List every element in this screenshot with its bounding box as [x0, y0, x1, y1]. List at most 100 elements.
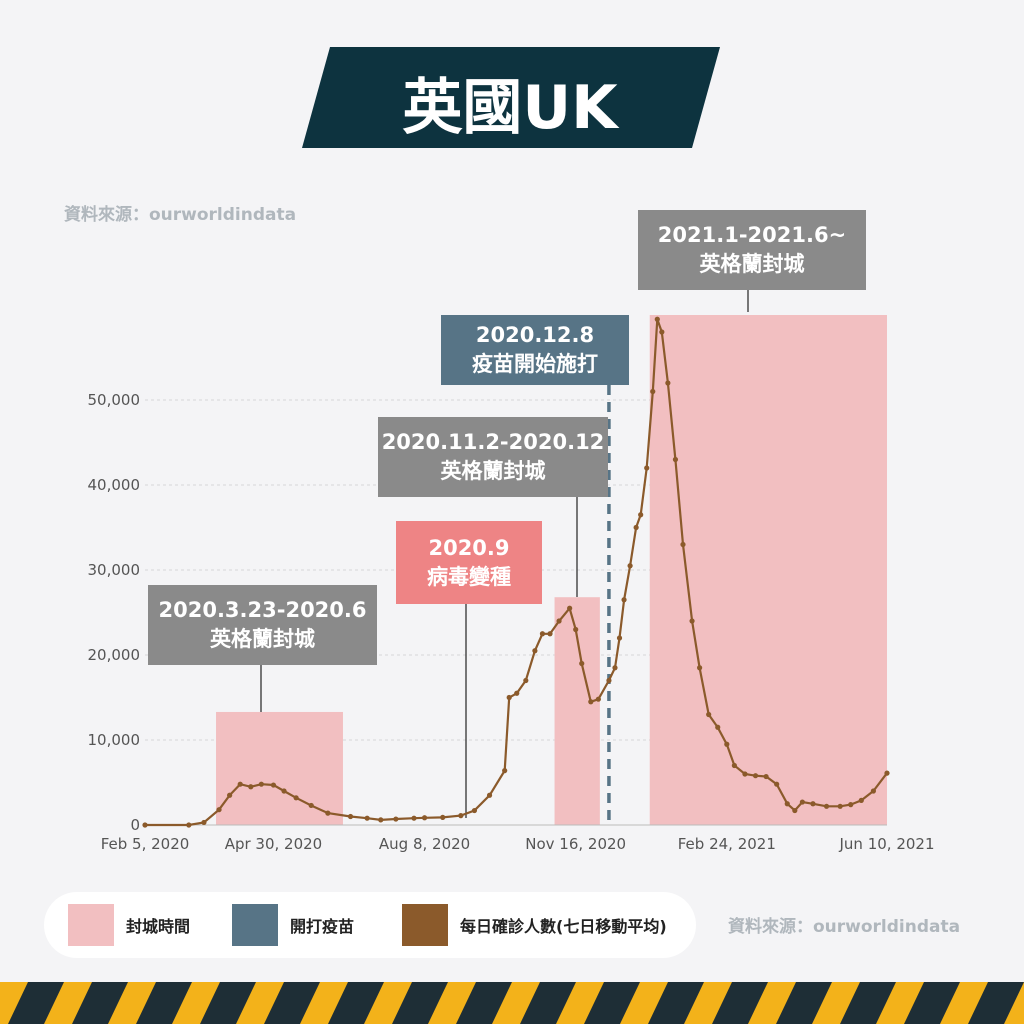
data-point: [588, 699, 594, 705]
data-point: [514, 690, 520, 696]
data-point: [440, 814, 446, 820]
cases-chart: 0 10,000 20,000 30,000 40,000 50,000 Feb 5, 20…: [88, 290, 935, 853]
callout-variant-line2: 病毒變種: [427, 564, 511, 589]
y-tick-label: 30,000: [88, 561, 141, 579]
data-point: [784, 801, 790, 807]
data-point: [606, 677, 612, 684]
y-tick-label: 0: [130, 816, 140, 834]
data-point: [347, 813, 354, 820]
data-point: [715, 724, 721, 730]
data-point: [579, 660, 585, 667]
data-point: [567, 605, 573, 611]
data-point: [616, 635, 623, 641]
data-point: [823, 803, 830, 809]
data-point: [237, 781, 243, 787]
data-point: [393, 816, 399, 822]
data-point: [411, 815, 417, 821]
callout-lockdown-2: 2020.11.2-2020.12 英格蘭封城: [378, 417, 608, 497]
data-point: [774, 781, 780, 787]
data-point: [665, 380, 671, 386]
page-title: 英國UK: [402, 72, 618, 143]
x-tick-label: Feb 24, 2021: [678, 835, 776, 853]
data-point: [792, 807, 798, 814]
callout-lockdown-1: 2020.3.23-2020.6 英格蘭封城: [148, 585, 377, 665]
callout-lockdown-1-line1: 2020.3.23-2020.6: [158, 598, 367, 622]
callout-variant: 2020.9 病毒變種: [396, 521, 542, 604]
y-tick-label: 50,000: [88, 391, 141, 409]
data-point: [650, 388, 656, 395]
data-point: [752, 773, 759, 779]
callout-lockdown-2-line2: 英格蘭封城: [440, 459, 546, 483]
data-point: [638, 512, 644, 518]
data-point: [532, 648, 538, 654]
data-point: [186, 822, 192, 828]
data-point: [556, 618, 562, 624]
data-point: [471, 807, 478, 814]
callout-lockdown-3-line1: 2021.1-2021.6~: [657, 223, 847, 247]
y-tick-label: 10,000: [88, 731, 141, 749]
legend-item-lockdown: 封城時間: [68, 904, 190, 946]
legend-label-vaccine: 開打疫苗: [290, 917, 355, 936]
data-point: [248, 784, 254, 790]
data-point: [378, 817, 384, 823]
data-point: [848, 802, 854, 808]
data-point: [539, 631, 546, 637]
data-point: [810, 801, 816, 807]
data-point: [364, 815, 370, 821]
data-point: [523, 677, 529, 684]
data-point: [884, 770, 890, 776]
x-tick-label: Apr 30, 2020: [225, 835, 323, 853]
data-point: [547, 631, 553, 637]
callout-lockdown-3: 2021.1-2021.6~ 英格蘭封城: [638, 210, 866, 290]
brown-square-icon: [402, 904, 448, 946]
data-point: [258, 781, 264, 787]
y-tick-label: 40,000: [88, 476, 141, 494]
data-point: [633, 524, 639, 531]
data-point: [621, 597, 627, 603]
data-point: [227, 792, 233, 798]
data-point: [573, 626, 579, 633]
callout-vaccine-line2: 疫苗開始施打: [472, 352, 598, 376]
data-point: [742, 771, 748, 777]
data-point: [142, 822, 148, 828]
callout-vaccine-line1: 2020.12.8: [475, 323, 595, 347]
legend: 封城時間 開打疫苗 每日確診人數(七日移動平均): [44, 892, 696, 958]
data-point: [325, 810, 331, 816]
x-tick-label: Feb 5, 2020: [101, 835, 190, 853]
data-point: [837, 803, 843, 809]
title-banner-shape: [302, 47, 720, 148]
x-tick-label: Jun 10, 2021: [838, 835, 934, 853]
data-point: [644, 465, 650, 471]
data-point: [680, 541, 686, 548]
data-point: [308, 802, 314, 809]
data-point: [799, 799, 805, 805]
data-point: [689, 618, 695, 624]
data-point: [502, 768, 508, 774]
hazard-stripe: [0, 982, 1024, 1024]
data-point: [612, 665, 618, 671]
data-point: [486, 792, 493, 798]
data-point: [672, 456, 679, 463]
data-point: [870, 788, 876, 794]
x-tick-label: Nov 16, 2020: [525, 835, 626, 853]
data-point: [763, 773, 769, 780]
callout-lockdown-3-line2: 英格蘭封城: [699, 252, 805, 276]
title-banner: [302, 47, 720, 148]
data-point: [731, 762, 737, 769]
data-point: [595, 696, 601, 702]
legend-label-cases: 每日確診人數(七日移動平均): [460, 917, 667, 936]
data-point: [458, 813, 464, 819]
pink-square-icon: [68, 904, 114, 946]
data-point: [697, 665, 703, 671]
legend-item-cases: 每日確診人數(七日移動平均): [402, 904, 667, 946]
data-point: [659, 329, 665, 335]
source-label-top: 資料來源：ourworldindata: [64, 205, 297, 225]
data-point: [201, 819, 207, 826]
legend-label-lockdown: 封城時間: [126, 917, 191, 936]
data-point: [654, 316, 660, 322]
source-label-bottom: 資料來源：ourworldindata: [728, 917, 961, 937]
slate-square-icon: [232, 904, 278, 946]
callout-vaccine: 2020.12.8 疫苗開始施打: [441, 315, 629, 385]
callout-variant-line1: 2020.9: [428, 535, 510, 560]
data-point: [216, 807, 222, 813]
